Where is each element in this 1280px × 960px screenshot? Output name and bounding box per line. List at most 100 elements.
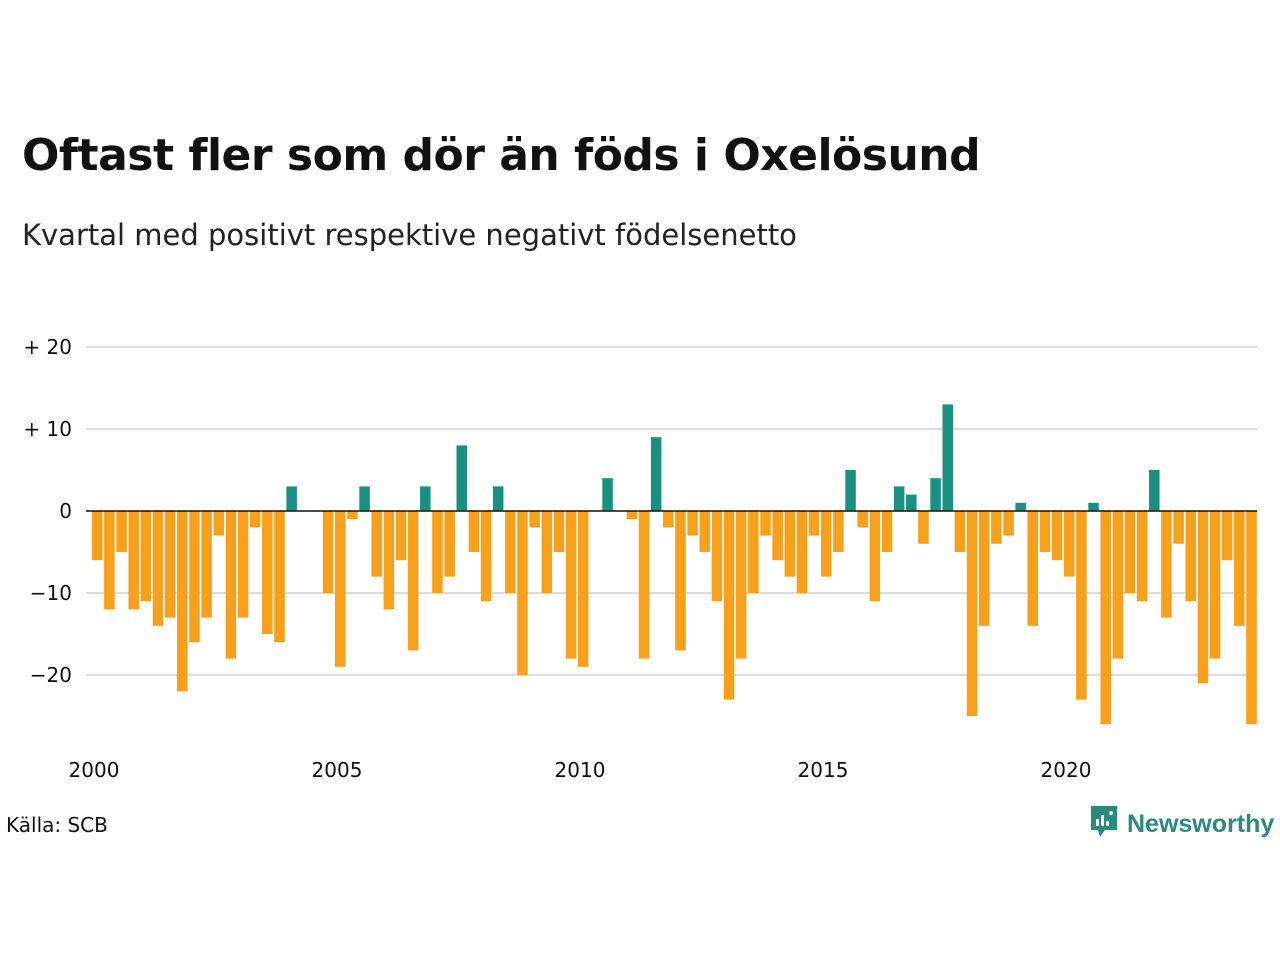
- x-tick-label: 2020: [1041, 758, 1092, 782]
- bar: [1185, 511, 1196, 602]
- bar: [833, 511, 844, 552]
- x-tick-label: 2005: [312, 758, 363, 782]
- bar: [164, 511, 176, 618]
- bar: [626, 511, 638, 520]
- bar: [808, 511, 820, 536]
- bar: [845, 470, 856, 511]
- bar: [687, 511, 698, 536]
- source-note: Källa: SCB: [6, 813, 108, 837]
- bar: [906, 494, 917, 511]
- bar: [893, 486, 905, 511]
- bar: [918, 511, 929, 544]
- bar: [359, 486, 370, 511]
- bar: [480, 511, 492, 602]
- bar: [237, 511, 249, 618]
- bar: [760, 511, 771, 536]
- bar: [723, 511, 735, 700]
- bar: [772, 511, 783, 561]
- bars: [92, 404, 1257, 725]
- bar: [711, 511, 723, 602]
- bar: [1136, 511, 1148, 602]
- bar: [1027, 511, 1039, 626]
- bar: [675, 511, 686, 651]
- bar: [517, 511, 528, 675]
- bar: [177, 511, 188, 692]
- bar: [249, 511, 261, 528]
- bar: [735, 511, 747, 659]
- bar: [1173, 511, 1184, 544]
- bar: [213, 511, 224, 536]
- bar: [492, 486, 504, 511]
- bar: [432, 511, 443, 593]
- bar: [274, 511, 285, 643]
- bar: [128, 511, 139, 610]
- bar: [881, 511, 893, 552]
- bar: [1076, 511, 1087, 700]
- y-axis-tick-labels: + 20 + 10 0 −10 −20: [23, 335, 72, 687]
- bar: [347, 511, 358, 520]
- brand-name: Newsworthy: [1127, 809, 1275, 838]
- bar: [869, 511, 881, 602]
- bar: [420, 486, 431, 511]
- bar: [541, 511, 553, 593]
- x-tick-label: 2015: [798, 758, 849, 782]
- bar: [578, 511, 589, 667]
- bar: [650, 437, 662, 511]
- x-axis-tick-labels: 2000 2005 2010 2015 2020: [69, 758, 1092, 782]
- bar: [699, 511, 710, 552]
- bar: [152, 511, 164, 626]
- bar: [602, 478, 613, 511]
- bar: [978, 511, 990, 626]
- chart-title: Oftast fler som dör än föds i Oxelösund: [22, 130, 981, 181]
- bar: [383, 511, 395, 610]
- bar: [784, 511, 796, 577]
- bar: [954, 511, 966, 552]
- bar: [1221, 511, 1233, 561]
- bar: [1209, 511, 1221, 659]
- bar: [1100, 511, 1111, 725]
- bar: [1234, 511, 1245, 626]
- bar: [1149, 470, 1160, 511]
- y-tick-label: −20: [30, 663, 72, 687]
- newsworthy-logo[interactable]: Newsworthy: [1089, 804, 1274, 844]
- bar: [189, 511, 200, 643]
- bar: [262, 511, 273, 634]
- bar: [395, 511, 407, 561]
- bar: [1161, 511, 1172, 618]
- bar: [1051, 511, 1063, 561]
- bar: [638, 511, 650, 659]
- bar: [140, 511, 152, 602]
- bar: [371, 511, 382, 577]
- bar: [529, 511, 540, 528]
- bar: [857, 511, 868, 528]
- bar: [1039, 511, 1051, 552]
- bar: [1088, 502, 1099, 511]
- bar: [1015, 502, 1026, 511]
- y-tick-label: + 10: [23, 417, 72, 441]
- y-tick-label: + 20: [23, 335, 72, 359]
- bar: [444, 511, 455, 577]
- x-tick-label: 2000: [69, 758, 120, 782]
- bar: [748, 511, 759, 593]
- bar: [942, 404, 953, 511]
- bar: [1003, 511, 1014, 536]
- bar: [930, 478, 941, 511]
- bar: [1112, 511, 1124, 659]
- bar: [553, 511, 565, 552]
- bar: [663, 511, 674, 528]
- bar: [335, 511, 346, 667]
- bar: [821, 511, 832, 577]
- bar: [456, 445, 467, 511]
- y-tick-label: −10: [30, 581, 72, 605]
- chart-subtitle: Kvartal med positivt respektive negativt…: [22, 218, 797, 252]
- bar: [116, 511, 127, 552]
- bar: [565, 511, 577, 659]
- bar: [1064, 511, 1075, 577]
- bar: [796, 511, 808, 593]
- bar: [1246, 511, 1257, 725]
- y-tick-label: 0: [59, 499, 72, 523]
- bar: [104, 511, 115, 610]
- bar: [286, 486, 297, 511]
- bar: [966, 511, 978, 716]
- bar: [1197, 511, 1209, 684]
